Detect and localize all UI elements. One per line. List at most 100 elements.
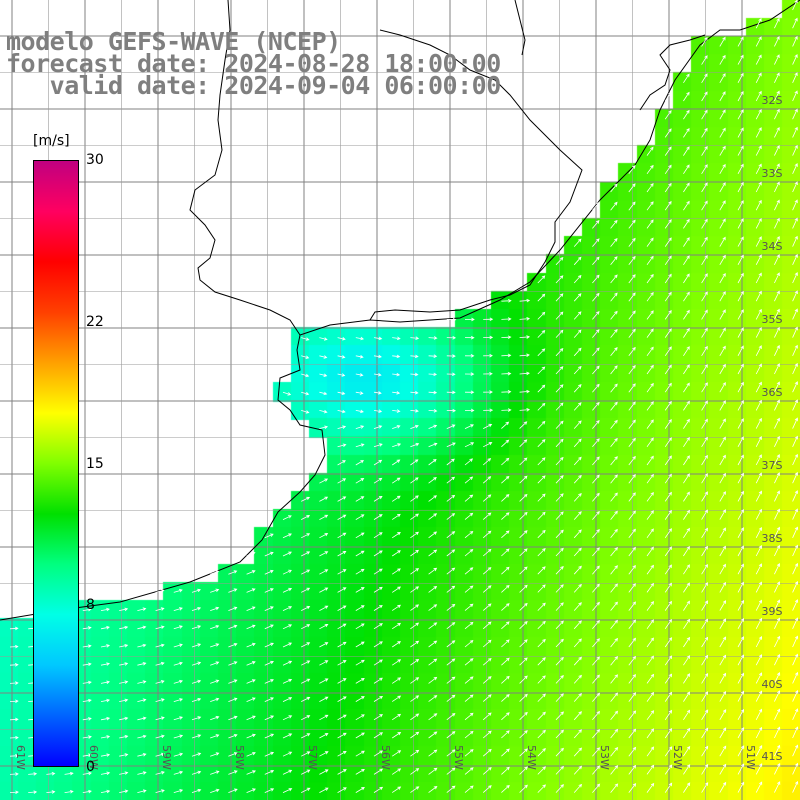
wind-arrow <box>246 715 256 721</box>
wind-arrow <box>173 661 183 666</box>
wind-arrow <box>683 437 690 448</box>
wind-arrow <box>428 586 438 593</box>
wind-arrow <box>501 657 510 666</box>
wind-arrow <box>355 532 365 539</box>
wind-arrow <box>282 660 293 666</box>
wind-arrow <box>628 419 636 429</box>
wind-arrow <box>301 751 311 757</box>
wind-arrow <box>355 550 365 557</box>
wind-arrow <box>519 511 528 520</box>
wind-arrow <box>173 607 183 611</box>
wind-arrow <box>737 309 744 320</box>
wind-arrow <box>646 473 654 484</box>
wind-arrow <box>464 408 475 413</box>
wind-arrow <box>210 752 220 757</box>
wind-arrow <box>483 335 494 340</box>
wind-arrow <box>46 790 56 794</box>
wind-arrow <box>610 201 618 211</box>
wind-arrow <box>592 638 600 648</box>
wind-arrow <box>683 473 690 484</box>
wind-arrow <box>555 693 564 702</box>
wind-arrow <box>246 642 256 648</box>
wind-arrow <box>755 708 763 720</box>
wind-arrow <box>701 364 708 375</box>
wind-arrow <box>573 238 582 247</box>
wind-arrow <box>737 54 744 65</box>
wind-arrow <box>537 439 546 448</box>
wind-arrow <box>628 692 637 702</box>
wind-arrow <box>428 676 438 684</box>
wind-arrow <box>792 108 798 120</box>
wind-arrow <box>573 365 582 375</box>
color-scale-bar <box>33 160 79 767</box>
title-model: modelo GEFS-WAVE (NCEP) <box>6 27 341 56</box>
wind-arrow <box>373 568 383 575</box>
wind-arrow <box>610 474 618 484</box>
wind-arrow <box>755 345 762 356</box>
wind-arrow <box>264 588 274 593</box>
wind-arrow <box>701 182 708 193</box>
wind-arrow <box>410 731 420 739</box>
wind-arrow <box>410 336 420 340</box>
wind-arrow <box>719 581 726 593</box>
wind-arrow <box>319 696 329 702</box>
wind-arrow <box>573 456 582 466</box>
wind-arrow <box>646 710 655 721</box>
wind-arrow <box>210 661 220 666</box>
wind-arrow <box>737 399 744 411</box>
wind-arrow <box>628 583 636 593</box>
wind-arrow <box>628 255 636 266</box>
wind-arrow <box>774 526 780 538</box>
wind-arrow <box>210 734 220 739</box>
wind-arrow <box>483 423 493 429</box>
wind-arrow <box>610 728 619 739</box>
latitude-label: 35S <box>762 313 783 326</box>
wind-arrow <box>646 764 655 775</box>
wind-arrow <box>592 420 600 429</box>
wind-arrow <box>410 768 420 775</box>
wind-arrow <box>610 765 619 775</box>
wind-arrow <box>391 641 401 648</box>
wind-arrow <box>501 694 510 702</box>
wind-arrow <box>355 354 364 359</box>
wind-arrow <box>628 637 637 648</box>
wind-arrow <box>301 391 310 396</box>
wind-arrow <box>628 183 636 193</box>
wind-arrow <box>537 475 546 484</box>
wind-arrow <box>210 570 220 575</box>
wind-arrow <box>301 569 311 575</box>
wind-arrow <box>646 382 654 393</box>
wind-arrow <box>628 528 636 539</box>
wind-arrow <box>592 747 601 757</box>
wind-arrow <box>282 678 293 684</box>
wind-arrow <box>683 364 690 375</box>
wind-arrow <box>719 91 726 102</box>
wind-arrow <box>774 126 780 138</box>
wind-arrow <box>664 619 672 630</box>
wind-arrow <box>155 607 165 611</box>
wind-arrow <box>410 354 419 359</box>
wind-arrow <box>683 109 690 120</box>
wind-arrow <box>228 588 238 593</box>
border-line <box>514 0 526 56</box>
wind-arrow <box>428 372 438 377</box>
wind-arrow <box>519 439 528 448</box>
wind-arrow <box>100 680 111 685</box>
wind-arrow <box>319 373 328 377</box>
wind-arrow <box>337 787 347 793</box>
wind-arrow <box>701 709 709 721</box>
wind-arrow <box>537 293 546 302</box>
wind-arrow <box>792 453 798 466</box>
wind-arrow <box>210 770 220 775</box>
wind-arrow <box>446 458 455 466</box>
wind-arrow <box>319 660 329 666</box>
wind-arrow <box>774 36 780 47</box>
wind-arrow <box>628 746 637 757</box>
wind-arrow <box>737 345 744 356</box>
wind-arrow <box>82 626 92 630</box>
wind-arrow <box>592 601 600 611</box>
wind-arrow <box>719 363 726 375</box>
wind-arrow <box>264 642 274 648</box>
